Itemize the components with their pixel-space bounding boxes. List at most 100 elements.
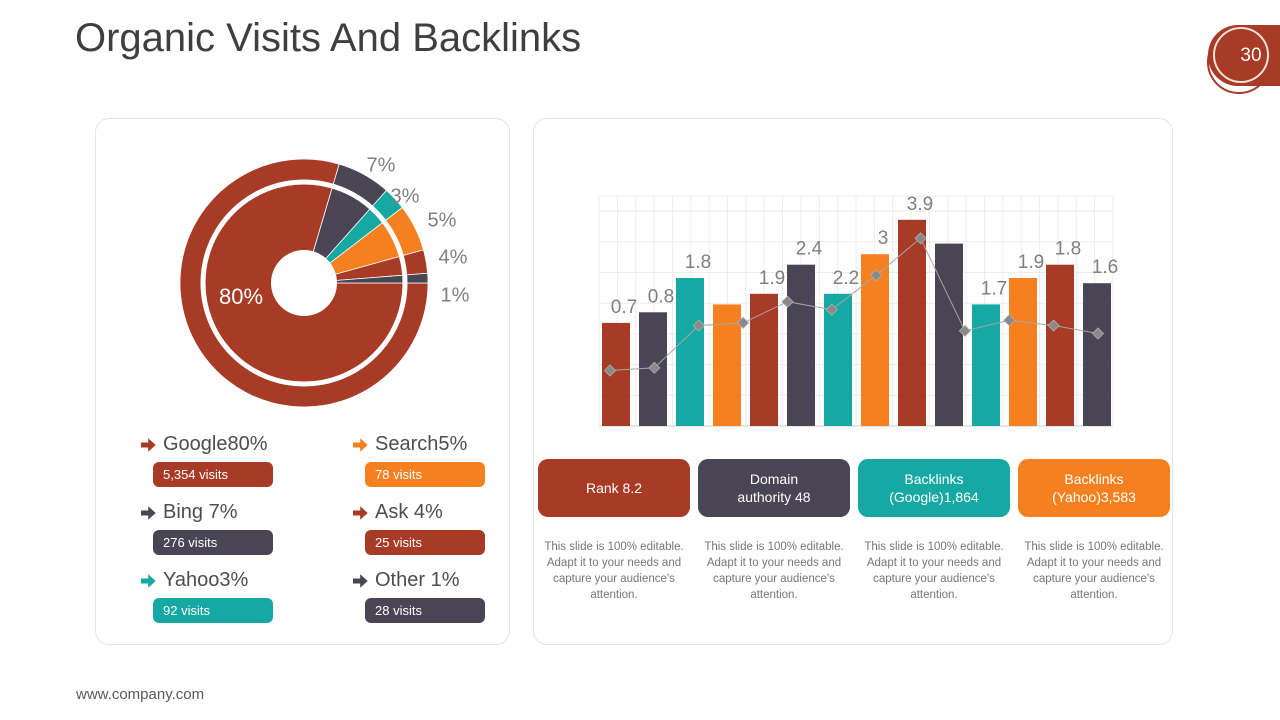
diamond-marker-10 <box>1003 314 1016 327</box>
legend-label: Yahoo3% <box>163 569 249 591</box>
diamond-marker-12 <box>1091 327 1105 340</box>
diamond-marker-9 <box>958 324 972 337</box>
legend-item-search: Search5% 78 visits <box>353 433 523 487</box>
stat-box-line: Backlinks <box>904 471 964 487</box>
bar-4 <box>713 304 741 426</box>
legend-label: Other 1% <box>375 569 460 591</box>
arrow-icon-shape <box>353 505 368 520</box>
page-number: 30 <box>1240 44 1262 66</box>
arrow-icon-shape <box>353 573 368 588</box>
arrow-icon-shape <box>353 437 368 452</box>
stats-row: Rank 8.2 Domain authority 48 Backlinks (Goog… <box>538 459 1170 517</box>
diamond-marker-5 <box>781 295 794 308</box>
diamond-marker-7 <box>870 269 883 282</box>
legend-header: Yahoo3% <box>141 569 311 592</box>
organic-visits-panel: 7% 3% 5% 4% 1% 80% Google80% 5,354 visits Searc… <box>95 118 510 645</box>
captions-row: This slide is 100% editable. Adapt it to… <box>538 539 1170 603</box>
page-number-badge: 30 <box>1207 25 1280 94</box>
stat-box-line: (Yahoo)3,583 <box>1052 489 1136 505</box>
bar-12 <box>1009 278 1037 426</box>
stat-caption-1: This slide is 100% editable. Adapt it to… <box>544 541 684 601</box>
trend-line <box>609 237 1099 371</box>
badge-inner-ring <box>1213 27 1269 83</box>
stat-box-2: Domain authority 48 <box>698 459 850 517</box>
diamond-marker-1 <box>603 364 617 377</box>
bar-data-label: 2.4 <box>796 239 823 260</box>
backlinks-panel: 0.7 0.8 1.8 1.9 2.4 2.2 3 3.9 1.7 1.9 1.8 1.6 Rank … <box>533 118 1173 645</box>
diamond-marker-2 <box>648 361 661 374</box>
slide-title: Organic Visits And Backlinks <box>75 16 582 60</box>
bar-data-label: 1.9 <box>1018 252 1044 273</box>
bar-data-label: 1.8 <box>685 252 711 273</box>
bar-5 <box>750 293 778 426</box>
bar-data-label: 0.7 <box>611 297 637 318</box>
legend-item-google: Google80% 5,354 visits <box>141 433 311 487</box>
pie-percent-label: 7% <box>366 154 396 177</box>
combo-chart-svg: 0.7 0.8 1.8 1.9 2.4 2.2 3 3.9 1.7 1.9 1.8 1.6 <box>598 194 1118 427</box>
bar-data-label: 1.8 <box>1055 239 1081 260</box>
stat-box-line: (Google)1,864 <box>889 489 979 505</box>
bar-9 <box>898 219 926 426</box>
legend-header: Other 1% <box>353 569 523 592</box>
pie-percent-label: 4% <box>438 246 468 269</box>
legend-header: Bing 7% <box>141 501 311 524</box>
stat-box-line: Domain <box>749 471 799 487</box>
arrow-icon <box>141 573 156 588</box>
pie-percent-label: 5% <box>427 209 457 232</box>
bar-3 <box>676 278 704 426</box>
diamond-marker-8 <box>914 232 927 245</box>
bar-6 <box>787 264 815 426</box>
donut-chart-svg <box>179 158 429 408</box>
stat-box-4: Backlinks (Yahoo)3,583 <box>1018 459 1170 517</box>
bar-data-label: 1.9 <box>759 268 785 289</box>
arrow-icon <box>141 437 156 452</box>
bar-10 <box>935 243 963 426</box>
legend-label: Search5% <box>375 433 468 455</box>
legend-header: Search5% <box>353 433 523 456</box>
donut-white-ring <box>200 179 408 387</box>
pie-percent-label: 3% <box>390 185 420 208</box>
diamond-marker-3 <box>692 319 705 332</box>
legend-label: Bing 7% <box>163 501 238 523</box>
arrow-icon <box>141 505 156 520</box>
legend-header: Google80% <box>141 433 311 456</box>
visits-pill: 78 visits <box>365 462 485 487</box>
arrow-icon <box>353 437 368 452</box>
stat-caption-2: This slide is 100% editable. Adapt it to… <box>704 541 844 601</box>
legend-label: Ask 4% <box>375 501 443 523</box>
stat-box-1: Rank 8.2 <box>538 459 690 517</box>
diamond-marker-4 <box>736 316 750 329</box>
arrow-icon <box>353 573 368 588</box>
donut-hole <box>271 250 337 316</box>
visits-pill: 25 visits <box>365 530 485 555</box>
bar-data-label: 3.9 <box>907 194 933 215</box>
visits-pill: 5,354 visits <box>153 462 273 487</box>
legend-item-yahoo: Yahoo3% 92 visits <box>141 569 311 623</box>
arrow-icon-shape <box>141 505 156 520</box>
bar-7 <box>824 293 852 426</box>
visits-pill: 92 visits <box>153 598 273 623</box>
stat-box-line: Backlinks <box>1064 471 1124 487</box>
bar-data-label: 1.7 <box>981 278 1007 299</box>
donut-chart <box>175 154 433 412</box>
bar-11 <box>972 304 1000 426</box>
stat-box-line: Rank 8.2 <box>585 480 643 496</box>
combo-bar-line-chart: 0.7 0.8 1.8 1.9 2.4 2.2 3 3.9 1.7 1.9 1.8 1.6 <box>564 159 1144 459</box>
legend-item-ask: Ask 4% 25 visits <box>353 501 523 555</box>
legend-label: Google80% <box>163 433 268 455</box>
bar-14 <box>1083 283 1111 426</box>
bar-data-label: 1.6 <box>1092 257 1118 278</box>
bar-1 <box>602 322 630 426</box>
pie-center-label: 80% <box>218 284 264 309</box>
bar-data-label: 2.2 <box>833 268 859 289</box>
stat-caption-4: This slide is 100% editable. Adapt it to… <box>1024 541 1164 601</box>
bar-data-label: 3 <box>878 228 889 249</box>
legend-item-other: Other 1% 28 visits <box>353 569 523 623</box>
stat-box-line: authority 48 <box>737 489 811 505</box>
bar-data-label: 0.8 <box>648 286 674 307</box>
footer-url: www.company.com <box>76 686 205 703</box>
arrow-icon-shape <box>141 437 156 452</box>
stat-caption-3: This slide is 100% editable. Adapt it to… <box>864 541 1004 601</box>
legend-header: Ask 4% <box>353 501 523 524</box>
